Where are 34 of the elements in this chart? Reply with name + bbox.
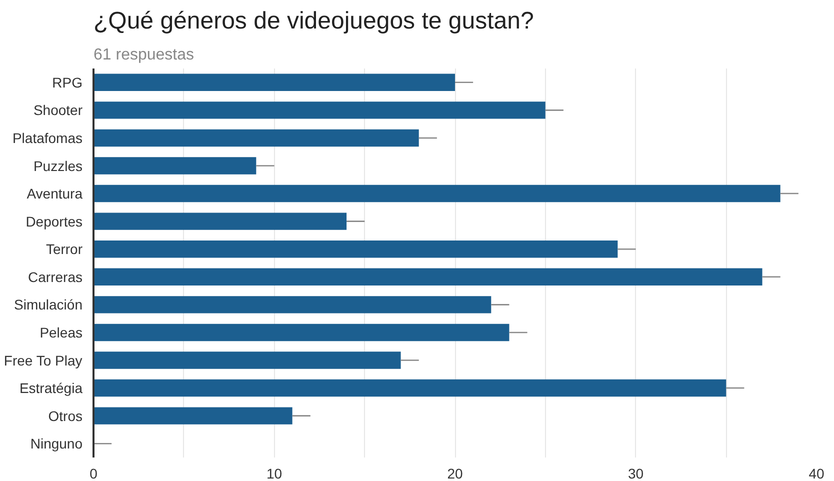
y-tick-label: Platafomas bbox=[12, 130, 83, 146]
bar bbox=[94, 407, 292, 424]
x-tick-label: 30 bbox=[628, 466, 644, 481]
bar bbox=[94, 184, 780, 202]
y-tick-label: Otros bbox=[48, 408, 83, 424]
y-tick-label: Ninguno bbox=[30, 436, 83, 452]
y-tick-label: Deportes bbox=[26, 213, 83, 230]
y-tick-label: Peleas bbox=[40, 324, 83, 340]
x-tick-label: 40 bbox=[808, 466, 824, 481]
x-tick-label: 0 bbox=[90, 466, 98, 481]
bar bbox=[94, 352, 401, 369]
chart-title: ¿Qué géneros de videojuegos te gustan? bbox=[94, 8, 534, 34]
y-tick-label: Puzzles bbox=[33, 158, 83, 174]
x-tick-label: 10 bbox=[266, 466, 282, 481]
y-tick-label: RPG bbox=[52, 74, 83, 90]
y-tick-label: Shooter bbox=[33, 102, 83, 118]
bar bbox=[94, 324, 510, 342]
bar bbox=[94, 379, 726, 397]
bar bbox=[94, 296, 492, 314]
bar bbox=[94, 212, 347, 230]
chart-subtitle: 61 respuestas bbox=[94, 46, 194, 64]
bar bbox=[94, 157, 256, 174]
y-tick-label: Simulación bbox=[14, 296, 83, 313]
y-tick-label: Terror bbox=[46, 241, 83, 258]
y-tick-label: Free To Play bbox=[4, 352, 82, 368]
bar bbox=[94, 102, 546, 119]
bar bbox=[94, 74, 455, 92]
x-tick-label: 20 bbox=[447, 466, 463, 481]
bar bbox=[94, 268, 762, 286]
y-tick-label: Estratégia bbox=[19, 380, 83, 396]
bar bbox=[94, 129, 419, 147]
bar bbox=[94, 240, 618, 258]
y-tick-label: Carreras bbox=[28, 268, 83, 285]
y-tick-label: Aventura bbox=[26, 186, 83, 202]
